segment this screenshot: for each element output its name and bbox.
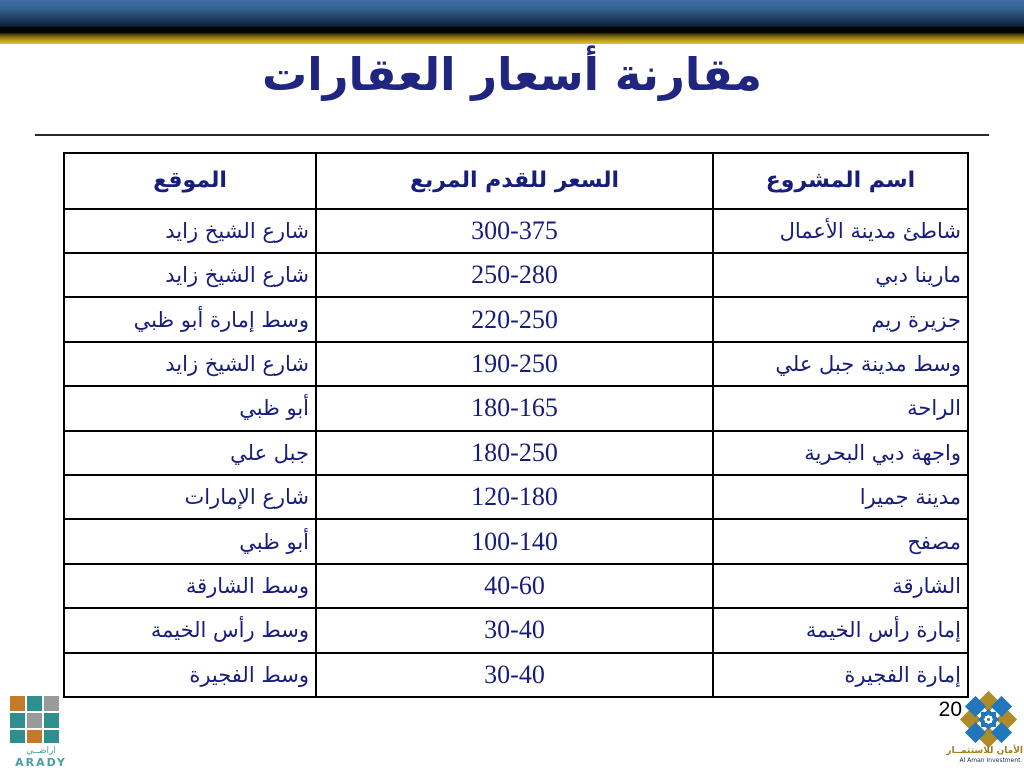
arady-logo-square	[44, 713, 59, 728]
banner-gold-bar	[0, 33, 1024, 44]
page-title: مقارنة أسعار العقارات	[261, 48, 762, 101]
location-cell: وسط رأس الخيمة	[63, 607, 317, 654]
price-cell: 40-60	[315, 562, 714, 610]
location-cell: أبو ظبي	[63, 518, 317, 565]
price-cell: 120-180	[315, 473, 714, 521]
project-cell: مدينة جميرا	[712, 473, 969, 521]
arady-logo-square	[10, 713, 25, 728]
table-row: مصفح 100-140 أبو ظبي	[63, 518, 969, 565]
table-row: وسط مدينة جبل علي 190-250 شارع الشيخ زاي…	[63, 340, 969, 388]
location-cell: جبل علي	[63, 429, 317, 476]
arady-logo-square	[10, 696, 25, 711]
project-cell: مصفح	[712, 518, 969, 565]
table-row: إمارة رأس الخيمة 30-40 وسط رأس الخيمة	[63, 607, 969, 654]
price-cell: 30-40	[315, 651, 714, 699]
price-cell: 220-250	[315, 296, 714, 343]
table-row: مارينا دبي 250-280 شارع الشيخ زايد	[63, 251, 969, 299]
price-cell: 190-250	[315, 340, 714, 388]
table-row: إمارة الفجيرة 30-40 وسط الفجيرة	[63, 651, 969, 699]
project-cell: الراحة	[712, 385, 969, 432]
project-cell: الشارقة	[712, 562, 969, 610]
arady-logo-square	[44, 730, 59, 743]
al-aman-logo-english-text: Al Aman Investment	[959, 757, 1021, 764]
price-cell: 30-40	[315, 607, 714, 654]
project-cell: جزيرة ريم	[712, 296, 969, 343]
price-cell: 180-250	[315, 429, 714, 476]
arady-logo-square	[44, 696, 59, 711]
location-cell: شارع الشيخ زايد	[63, 340, 317, 388]
banner-black-line	[0, 27, 1024, 33]
page-number: 20	[938, 698, 962, 721]
price-cell: 300-375	[315, 207, 714, 254]
location-cell: شارع الشيخ زايد	[63, 251, 317, 299]
location-cell: وسط الفجيرة	[63, 651, 317, 699]
project-cell: مارينا دبي	[712, 251, 969, 299]
table-row: شاطئ مدينة الأعمال 300-375 شارع الشيخ زا…	[63, 207, 969, 254]
project-cell: شاطئ مدينة الأعمال	[712, 207, 969, 254]
arady-logo: اراضــي ARADY	[10, 696, 74, 768]
project-cell: واجهة دبي البحرية	[712, 429, 969, 476]
price-cell: 250-280	[315, 251, 714, 299]
table-row: الشارقة 40-60 وسط الشارقة	[63, 562, 969, 610]
al-aman-logo-dot	[987, 718, 990, 721]
column-header-location: الموقع	[63, 152, 317, 210]
location-cell: شارع الشيخ زايد	[63, 207, 317, 254]
column-header-project: اسم المشروع	[712, 152, 969, 210]
location-cell: شارع الإمارات	[63, 473, 317, 521]
price-comparison-table: اسم المشروع السعر للقدم المربع الموقع شا…	[63, 152, 969, 699]
title-divider	[35, 134, 989, 136]
location-cell: أبو ظبي	[63, 385, 317, 432]
al-aman-logo: الأمان للاستثمــار Al Aman Investment	[946, 690, 1023, 768]
location-cell: وسط الشارقة	[63, 562, 317, 610]
price-cell: 100-140	[315, 518, 714, 565]
project-cell: إمارة رأس الخيمة	[712, 607, 969, 654]
table-row: الراحة 180-165 أبو ظبي	[63, 385, 969, 432]
arady-logo-arabic-text: اراضــي	[26, 746, 56, 756]
table-row: واجهة دبي البحرية 180-250 جبل علي	[63, 429, 969, 476]
arady-logo-square	[10, 730, 25, 743]
table-row: مدينة جميرا 120-180 شارع الإمارات	[63, 473, 969, 521]
price-cell: 180-165	[315, 385, 714, 432]
arady-logo-square	[27, 730, 42, 743]
table-row: جزيرة ريم 220-250 وسط إمارة أبو ظبي	[63, 296, 969, 343]
arady-logo-square	[27, 696, 42, 711]
project-cell: وسط مدينة جبل علي	[712, 340, 969, 388]
location-cell: وسط إمارة أبو ظبي	[63, 296, 317, 343]
project-cell: إمارة الفجيرة	[712, 651, 969, 699]
table-header-row: اسم المشروع السعر للقدم المربع الموقع	[63, 152, 969, 210]
al-aman-logo-arabic-text: الأمان للاستثمــار	[946, 746, 1023, 756]
arady-logo-square	[27, 713, 42, 728]
column-header-price: السعر للقدم المربع	[315, 152, 714, 210]
banner-blue-bar	[0, 0, 1024, 27]
arady-logo-english-text: ARADY	[15, 756, 67, 768]
